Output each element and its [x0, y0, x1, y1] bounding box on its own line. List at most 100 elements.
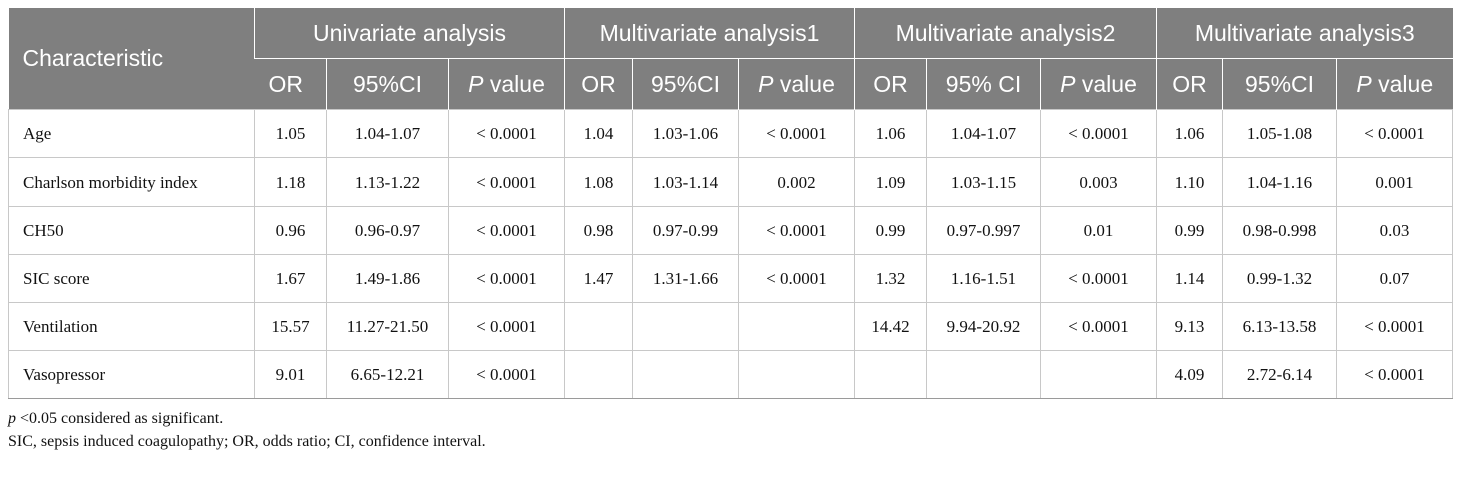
table-cell: 2.72-6.14	[1222, 350, 1338, 399]
table-cell: 0.99	[1156, 206, 1224, 255]
table-cell: < 0.0001	[1040, 254, 1158, 303]
table-cell	[564, 350, 634, 399]
table-cell: 0.99	[854, 206, 928, 255]
table-cell: 1.03-1.06	[632, 109, 740, 158]
header-group-multivariate2: Multivariate analysis2	[854, 8, 1157, 59]
table-cell: 1.16-1.51	[926, 254, 1042, 303]
header-ci: 95%CI	[1222, 58, 1337, 110]
table-cell	[854, 350, 928, 399]
table-cell: < 0.0001	[447, 302, 566, 351]
table-cell: 0.01	[1040, 206, 1158, 255]
table-cell: 0.07	[1336, 254, 1454, 303]
table-cell	[738, 350, 856, 399]
table-row: Age 1.05 1.04-1.07 < 0.0001 1.04 1.03-1.…	[8, 109, 1454, 158]
header-ci: 95%CI	[632, 58, 739, 110]
footnote-significance: p <0.05 considered as significant.	[8, 407, 1452, 430]
table-cell: 1.05	[254, 109, 327, 158]
table-cell: 1.67	[254, 254, 327, 303]
header-or: OR	[564, 58, 633, 110]
table-cell: 9.94-20.92	[926, 302, 1042, 351]
table-cell: 1.09	[854, 157, 928, 207]
table-cell	[1040, 350, 1158, 399]
table-cell: 9.13	[1156, 302, 1224, 351]
table-cell: < 0.0001	[1336, 350, 1454, 399]
table-cell: 1.10	[1156, 157, 1224, 207]
table-cell: 0.98	[564, 206, 634, 255]
table-cell: < 0.0001	[447, 157, 566, 207]
row-label: Ventilation	[8, 302, 255, 351]
table-row: SIC score 1.67 1.49-1.86 < 0.0001 1.47 1…	[8, 254, 1454, 303]
header-p-value: P value	[1040, 58, 1157, 110]
footnote-p-italic: p	[8, 410, 16, 427]
footnote-abbreviations: SIC, sepsis induced coagulopathy; OR, od…	[8, 433, 486, 450]
table-cell: < 0.0001	[1040, 302, 1158, 351]
header-group-multivariate1: Multivariate analysis1	[564, 8, 855, 59]
header-p-value: P value	[447, 58, 565, 110]
table-row: CH50 0.96 0.96-0.97 < 0.0001 0.98 0.97-0…	[8, 206, 1454, 255]
table-cell: < 0.0001	[1336, 302, 1454, 351]
table-footnotes: p <0.05 considered as significant. SIC, …	[8, 407, 1452, 453]
table-cell: < 0.0001	[447, 350, 566, 399]
table-header: Characteristic Univariate analysis Multi…	[8, 8, 1453, 110]
header-p-italic: P	[1060, 70, 1076, 97]
table-container: Characteristic Univariate analysis Multi…	[8, 8, 1454, 453]
footnote-p-rest: <0.05 considered as significant.	[16, 410, 224, 427]
table-cell: < 0.0001	[738, 109, 856, 158]
table-cell: 1.03-1.15	[926, 157, 1042, 207]
table-cell: 1.06	[854, 109, 928, 158]
table-cell: 0.99-1.32	[1222, 254, 1338, 303]
table-cell: 0.002	[738, 157, 856, 207]
table-cell: < 0.0001	[738, 254, 856, 303]
row-label: CH50	[8, 206, 255, 255]
header-p-italic: P	[758, 70, 774, 97]
header-group-univariate: Univariate analysis	[253, 8, 565, 59]
table-cell: 14.42	[854, 302, 928, 351]
header-characteristic: Characteristic	[8, 8, 255, 110]
table-cell: 1.06	[1156, 109, 1224, 158]
table-cell: 1.13-1.22	[326, 157, 449, 207]
table-body: Age 1.05 1.04-1.07 < 0.0001 1.04 1.03-1.…	[8, 109, 1454, 399]
header-ci: 95% CI	[926, 58, 1041, 110]
table-cell: 1.32	[854, 254, 928, 303]
table-cell: 1.18	[254, 157, 327, 207]
table-cell: 0.001	[1336, 157, 1454, 207]
table-cell: 6.13-13.58	[1222, 302, 1338, 351]
table-cell: 0.97-0.997	[926, 206, 1042, 255]
results-table: Characteristic Univariate analysis Multi…	[8, 8, 1454, 399]
row-label: Charlson morbidity index	[8, 157, 255, 207]
table-cell: 9.01	[254, 350, 327, 399]
header-p-rest: value	[1075, 70, 1137, 97]
table-cell: 0.97-0.99	[632, 206, 740, 255]
table-cell: < 0.0001	[447, 206, 566, 255]
table-cell: 0.003	[1040, 157, 1158, 207]
header-p-value: P value	[1336, 58, 1453, 110]
table-cell: 1.04-1.07	[326, 109, 449, 158]
table-cell: 11.27-21.50	[326, 302, 449, 351]
table-cell: < 0.0001	[738, 206, 856, 255]
table-cell: 1.47	[564, 254, 634, 303]
table-row: Ventilation 15.57 11.27-21.50 < 0.0001 1…	[8, 302, 1454, 351]
table-cell: 1.04-1.07	[926, 109, 1042, 158]
table-cell: 1.03-1.14	[632, 157, 740, 207]
header-p-value: P value	[738, 58, 855, 110]
table-cell	[632, 302, 740, 351]
header-ci: 95%CI	[326, 58, 449, 110]
header-p-rest: value	[1371, 70, 1434, 97]
table-cell	[632, 350, 740, 399]
table-cell: 1.04	[564, 109, 634, 158]
table-cell: 1.14	[1156, 254, 1224, 303]
table-cell: < 0.0001	[1336, 109, 1454, 158]
table-cell: < 0.0001	[447, 254, 566, 303]
table-cell: < 0.0001	[1040, 109, 1158, 158]
header-or: OR	[254, 58, 327, 110]
table-row: Charlson morbidity index 1.18 1.13-1.22 …	[8, 157, 1454, 207]
row-label: Vasopressor	[8, 350, 255, 399]
table-cell: 0.96	[254, 206, 327, 255]
table-cell: 1.49-1.86	[326, 254, 449, 303]
table-cell: 1.05-1.08	[1222, 109, 1338, 158]
table-cell: 15.57	[254, 302, 327, 351]
header-p-italic: P	[1356, 70, 1372, 97]
table-cell: 6.65-12.21	[326, 350, 449, 399]
table-cell	[564, 302, 634, 351]
table-cell: 0.96-0.97	[326, 206, 449, 255]
